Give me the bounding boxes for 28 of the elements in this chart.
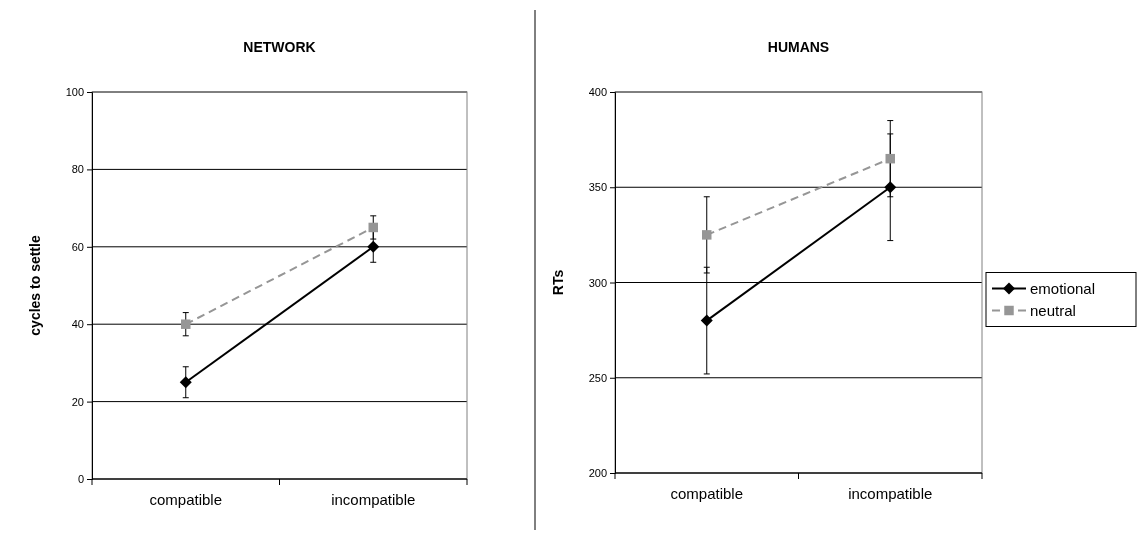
- y-tick-label: 0: [77, 473, 84, 486]
- y-tick-label: 100: [65, 86, 84, 99]
- point: [700, 314, 713, 327]
- point: [179, 376, 192, 389]
- x-tick-label: compatible: [149, 491, 223, 508]
- y-tick-label: 300: [588, 276, 607, 289]
- y-axis-title: RTs: [550, 269, 566, 296]
- x-tick-label: incompatible: [331, 491, 416, 508]
- y-tick-label: 200: [588, 467, 607, 480]
- y-tick-label: 20: [71, 395, 84, 408]
- point: [367, 240, 380, 253]
- y-tick-label: 40: [71, 318, 84, 331]
- y-tick-label: 60: [71, 240, 84, 253]
- y-tick-label: 250: [588, 371, 607, 384]
- point: [702, 230, 712, 240]
- point: [885, 153, 895, 164]
- x-tick-label: incompatible: [848, 485, 933, 502]
- legend-label: neutral: [1030, 301, 1076, 319]
- y-tick-label: 400: [588, 86, 607, 99]
- legend-label: emotional: [1030, 279, 1096, 297]
- y-axis-title: cycles to settle: [27, 235, 43, 336]
- chart-title: HUMANS: [767, 39, 830, 55]
- x-tick-label: compatible: [670, 485, 744, 502]
- y-tick-label: 80: [71, 163, 84, 176]
- y-tick-label: 350: [588, 181, 607, 194]
- point: [181, 319, 191, 329]
- chart-title: NETWORK: [243, 39, 316, 55]
- point: [368, 222, 378, 233]
